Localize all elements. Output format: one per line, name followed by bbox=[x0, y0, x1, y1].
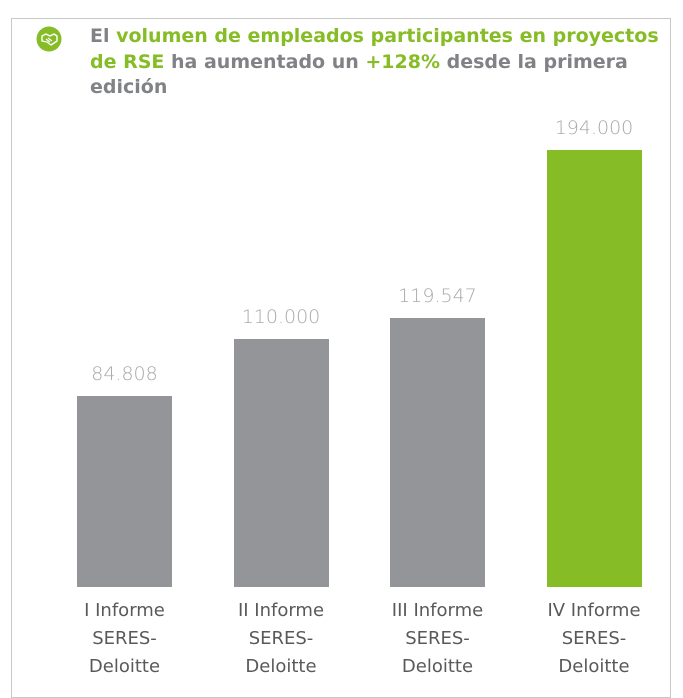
value-label: 110.000 bbox=[241, 306, 321, 329]
value-label: 194.000 bbox=[554, 117, 634, 139]
title-segment: +128% bbox=[365, 50, 441, 73]
icon bbox=[36, 26, 62, 52]
bar bbox=[77, 395, 172, 587]
bar bbox=[233, 339, 329, 587]
x-tick-label: III Informe SERES-Deloitte bbox=[391, 600, 484, 677]
title-segment: ha aumentado un bbox=[164, 50, 366, 73]
chart-title: El volumen de empleados participantes en… bbox=[90, 24, 660, 101]
title-segment: desde la primera edición bbox=[90, 50, 628, 99]
title-segment: El bbox=[90, 25, 117, 47]
value-label: 84.808 bbox=[91, 362, 158, 385]
x-tick-label: I Informe SERES-Deloitte bbox=[84, 600, 165, 677]
bar bbox=[390, 317, 485, 587]
x-tick-label: IV Informe SERES-Deloitte bbox=[547, 600, 641, 677]
bar bbox=[546, 150, 642, 587]
title-segment: volumen de empleados participantes en pr… bbox=[90, 25, 659, 73]
value-label: 119.547 bbox=[398, 284, 477, 307]
x-tick-label: II Informe SERES-Deloitte bbox=[237, 600, 325, 677]
